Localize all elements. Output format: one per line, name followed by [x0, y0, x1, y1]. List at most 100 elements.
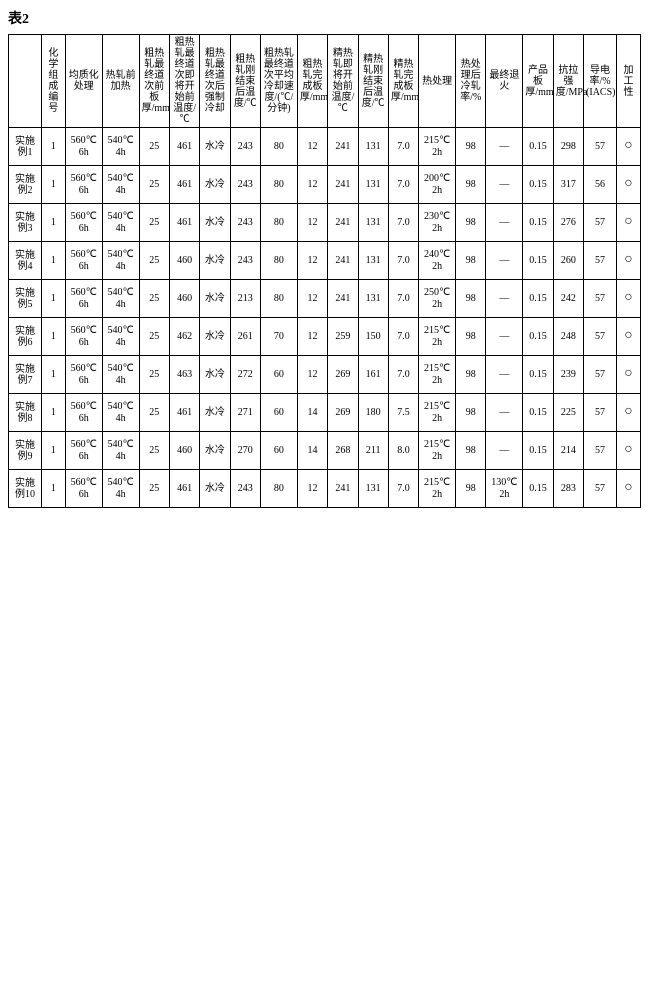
- table-cell: ○: [617, 204, 641, 242]
- table-cell: 12: [297, 128, 327, 166]
- table-cell: 131: [358, 242, 388, 280]
- table-cell: 230℃2h: [419, 204, 456, 242]
- table-cell: 1: [41, 470, 65, 508]
- col-header: 热处理后冷轧率/%: [456, 35, 486, 128]
- col-header: 粗热轧完成板厚/mm: [297, 35, 327, 128]
- table-cell: 540℃4h: [102, 394, 139, 432]
- table-cell: 560℃6h: [65, 356, 102, 394]
- table-cell: 7.0: [388, 356, 418, 394]
- table-cell: 70: [260, 318, 297, 356]
- table-cell: 540℃4h: [102, 128, 139, 166]
- table-cell: 269: [328, 394, 358, 432]
- table-cell: 14: [297, 432, 327, 470]
- table-cell: 560℃6h: [65, 394, 102, 432]
- table-cell: 215℃2h: [419, 432, 456, 470]
- table-cell: 243: [230, 470, 260, 508]
- col-header: 热处理: [419, 35, 456, 128]
- table-cell: 实施例8: [9, 394, 42, 432]
- table-cell: ○: [617, 356, 641, 394]
- table-cell: 80: [260, 242, 297, 280]
- table-cell: 560℃6h: [65, 204, 102, 242]
- table-cell: 1: [41, 204, 65, 242]
- col-header: 粗热轧最终道次即将开始前温度/℃: [169, 35, 199, 128]
- table-cell: 57: [584, 128, 617, 166]
- table-cell: 7.0: [388, 166, 418, 204]
- table-cell: 540℃4h: [102, 356, 139, 394]
- table-cell: 实施例2: [9, 166, 42, 204]
- table-cell: 540℃4h: [102, 204, 139, 242]
- table-cell: 540℃4h: [102, 280, 139, 318]
- table-cell: 0.15: [523, 128, 553, 166]
- table-cell: 463: [169, 356, 199, 394]
- table-cell: 57: [584, 470, 617, 508]
- table-cell: 14: [297, 394, 327, 432]
- table-cell: 560℃6h: [65, 470, 102, 508]
- table-cell: 261: [230, 318, 260, 356]
- table-cell: 8.0: [388, 432, 418, 470]
- table-cell: ○: [617, 280, 641, 318]
- table-cell: 0.15: [523, 470, 553, 508]
- table-cell: —: [486, 128, 523, 166]
- table-cell: 560℃6h: [65, 242, 102, 280]
- table-cell: 25: [139, 470, 169, 508]
- table-cell: 540℃4h: [102, 242, 139, 280]
- table-cell: 水冷: [200, 204, 230, 242]
- table-row: 实施例61560℃6h540℃4h25462水冷26170122591507.0…: [9, 318, 641, 356]
- table-row: 实施例31560℃6h540℃4h25461水冷24380122411317.0…: [9, 204, 641, 242]
- table-cell: 水冷: [200, 356, 230, 394]
- table-cell: 268: [328, 432, 358, 470]
- table-cell: 560℃6h: [65, 166, 102, 204]
- col-header: 精热轧完成板厚/mm: [388, 35, 418, 128]
- table-cell: 57: [584, 432, 617, 470]
- table-row: 实施例21560℃6h540℃4h25461水冷24380122411317.0…: [9, 166, 641, 204]
- col-header: [9, 35, 42, 128]
- col-header: 化学组成编号: [41, 35, 65, 128]
- table-cell: —: [486, 166, 523, 204]
- table-cell: 80: [260, 166, 297, 204]
- table-body: 实施例11560℃6h540℃4h25461水冷24380122411317.0…: [9, 128, 641, 508]
- table-cell: 243: [230, 166, 260, 204]
- table-cell: 12: [297, 318, 327, 356]
- table-cell: 水冷: [200, 280, 230, 318]
- table-cell: 0.15: [523, 432, 553, 470]
- table-cell: —: [486, 280, 523, 318]
- table-cell: ○: [617, 470, 641, 508]
- table-cell: 259: [328, 318, 358, 356]
- table-cell: 131: [358, 280, 388, 318]
- table-cell: 98: [456, 394, 486, 432]
- table-cell: 57: [584, 356, 617, 394]
- table-cell: 250℃2h: [419, 280, 456, 318]
- table-cell: 57: [584, 242, 617, 280]
- table-cell: 460: [169, 242, 199, 280]
- table-cell: 25: [139, 280, 169, 318]
- table-cell: 7.0: [388, 318, 418, 356]
- table-row: 实施例91560℃6h540℃4h25460水冷27060142682118.0…: [9, 432, 641, 470]
- table-cell: 98: [456, 432, 486, 470]
- table-cell: ○: [617, 394, 641, 432]
- col-header: 加工性: [617, 35, 641, 128]
- col-header: 产品板厚/mm: [523, 35, 553, 128]
- table-cell: 56: [584, 166, 617, 204]
- table-cell: 1: [41, 280, 65, 318]
- table-cell: 461: [169, 470, 199, 508]
- table-cell: 25: [139, 204, 169, 242]
- table-cell: 实施例6: [9, 318, 42, 356]
- table-cell: 240℃2h: [419, 242, 456, 280]
- table-row: 实施例51560℃6h540℃4h25460水冷21380122411317.0…: [9, 280, 641, 318]
- header-row: 化学组成编号 均质化处理 热轧前加热 粗热轧最终道次前板厚/mm 粗热轧最终道次…: [9, 35, 641, 128]
- table-caption: 表2: [8, 8, 641, 28]
- table-cell: 460: [169, 280, 199, 318]
- data-table: 化学组成编号 均质化处理 热轧前加热 粗热轧最终道次前板厚/mm 粗热轧最终道次…: [8, 34, 641, 508]
- table-cell: 0.15: [523, 356, 553, 394]
- table-cell: 215℃2h: [419, 356, 456, 394]
- table-cell: 540℃4h: [102, 318, 139, 356]
- table-cell: 0.15: [523, 394, 553, 432]
- table-cell: 7.0: [388, 204, 418, 242]
- table-cell: 12: [297, 356, 327, 394]
- table-cell: 25: [139, 432, 169, 470]
- table-cell: 540℃4h: [102, 470, 139, 508]
- table-cell: 276: [553, 204, 583, 242]
- col-header: 粗热轧最终道次前板厚/mm: [139, 35, 169, 128]
- col-header: 均质化处理: [65, 35, 102, 128]
- table-cell: 317: [553, 166, 583, 204]
